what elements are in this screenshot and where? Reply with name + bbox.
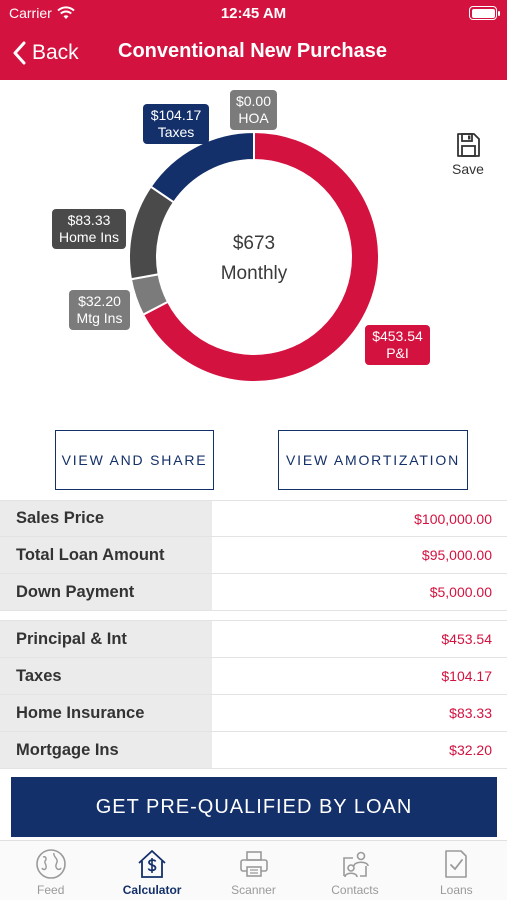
donut-slice-p-i — [141, 130, 380, 383]
tab-contacts[interactable]: Contacts — [304, 841, 405, 900]
row-value: $95,000.00 — [421, 547, 492, 563]
tab-feed[interactable]: Feed — [0, 841, 101, 900]
pi-amount: $453.54 — [372, 328, 423, 344]
get-pre-qualified-button[interactable]: GET PRE-QUALIFIED BY LOAN — [11, 777, 497, 837]
hoa-amount: $0.00 — [235, 93, 272, 109]
tab-label: Loans — [439, 883, 473, 897]
row-sales-price[interactable]: Sales Price $100,000.00 — [0, 500, 507, 537]
carrier-label: Carrier — [9, 5, 52, 21]
row-label: Total Loan Amount — [0, 537, 212, 573]
row-label: Down Payment — [0, 574, 212, 610]
printer-icon — [239, 851, 268, 877]
globe-icon — [35, 849, 66, 879]
donut-chart — [128, 130, 380, 383]
page-title: Conventional New Purchase — [118, 40, 387, 62]
save-button[interactable]: Save — [447, 132, 489, 177]
row-value: $32.20 — [449, 742, 492, 758]
mtg-ins-name: Mtg Ins — [76, 310, 123, 326]
row-home-insurance[interactable]: Home Insurance $83.33 — [0, 695, 507, 732]
row-value: $100,000.00 — [414, 510, 492, 527]
chart-label-taxes: $104.17 Taxes — [143, 104, 209, 144]
status-bar: Carrier 12:45 AM — [0, 0, 507, 28]
carrier-indicator: Carrier — [9, 5, 75, 21]
status-time: 12:45 AM — [220, 5, 287, 22]
row-label: Principal & Int — [0, 621, 212, 657]
tab-scanner[interactable]: Scanner — [203, 841, 304, 900]
donut-slice-taxes — [149, 130, 255, 204]
row-value: $5,000.00 — [429, 584, 492, 600]
loan-summary-table: Sales Price $100,000.00 Total Loan Amoun… — [0, 500, 507, 769]
row-total-loan-amount[interactable]: Total Loan Amount $95,000.00 — [0, 537, 507, 574]
row-taxes[interactable]: Taxes $104.17 — [0, 658, 507, 695]
row-value: $83.33 — [449, 705, 492, 721]
home-ins-name: Home Ins — [59, 229, 119, 245]
battery-icon — [469, 6, 500, 20]
home-ins-amount: $83.33 — [67, 212, 111, 228]
contacts-icon — [343, 851, 369, 878]
top-bar: Carrier 12:45 AM Back Conventional New P… — [0, 0, 507, 80]
view-amortization-button[interactable]: VIEW AMORTIZATION — [278, 430, 468, 490]
chart-label-pi: $453.54 P&I — [365, 325, 430, 365]
chart-label-hoa: $0.00 HOA — [230, 90, 277, 130]
chart-label-mtg-ins: $32.20 Mtg Ins — [69, 290, 130, 330]
save-label: Save — [452, 161, 484, 177]
tab-bar: Feed Calculator Scanner Contacts — [0, 840, 507, 900]
section-divider — [0, 611, 507, 621]
tab-loans[interactable]: Loans — [406, 841, 507, 900]
row-label: Taxes — [0, 658, 212, 694]
tab-calculator[interactable]: Calculator — [101, 841, 202, 900]
monthly-label: Monthly — [220, 263, 288, 284]
row-principal-int[interactable]: Principal & Int $453.54 — [0, 621, 507, 658]
row-down-payment[interactable]: Down Payment $5,000.00 — [0, 574, 507, 611]
wifi-icon — [57, 6, 75, 19]
back-button[interactable]: Back — [12, 38, 79, 68]
pi-name: P&I — [386, 345, 409, 361]
document-check-icon — [445, 850, 468, 878]
row-value: $453.54 — [441, 631, 492, 647]
chevron-left-icon — [13, 41, 26, 65]
tab-label: Scanner — [231, 883, 276, 897]
tab-label: Feed — [37, 883, 65, 897]
view-and-share-button[interactable]: VIEW AND SHARE — [55, 430, 214, 490]
payment-breakdown-chart: $673 Monthly $104.17 Taxes $0.00 HOA $83… — [0, 80, 507, 415]
row-label: Mortgage Ins — [0, 732, 212, 768]
floppy-disk-icon — [457, 133, 480, 157]
chart-label-home-ins: $83.33 Home Ins — [52, 209, 126, 249]
tab-label: Calculator — [122, 883, 182, 897]
hoa-name: HOA — [238, 110, 269, 126]
mtg-ins-amount: $32.20 — [78, 293, 121, 309]
row-value: $104.17 — [441, 668, 492, 684]
row-mortgage-ins[interactable]: Mortgage Ins $32.20 — [0, 732, 507, 769]
taxes-amount: $104.17 — [150, 107, 202, 123]
monthly-total: $673 — [232, 233, 276, 254]
back-label: Back — [32, 41, 79, 64]
row-label: Home Insurance — [0, 695, 212, 731]
calculator-house-icon — [138, 850, 166, 878]
row-label: Sales Price — [0, 501, 212, 536]
taxes-name: Taxes — [157, 124, 195, 140]
tab-label: Contacts — [331, 883, 379, 897]
